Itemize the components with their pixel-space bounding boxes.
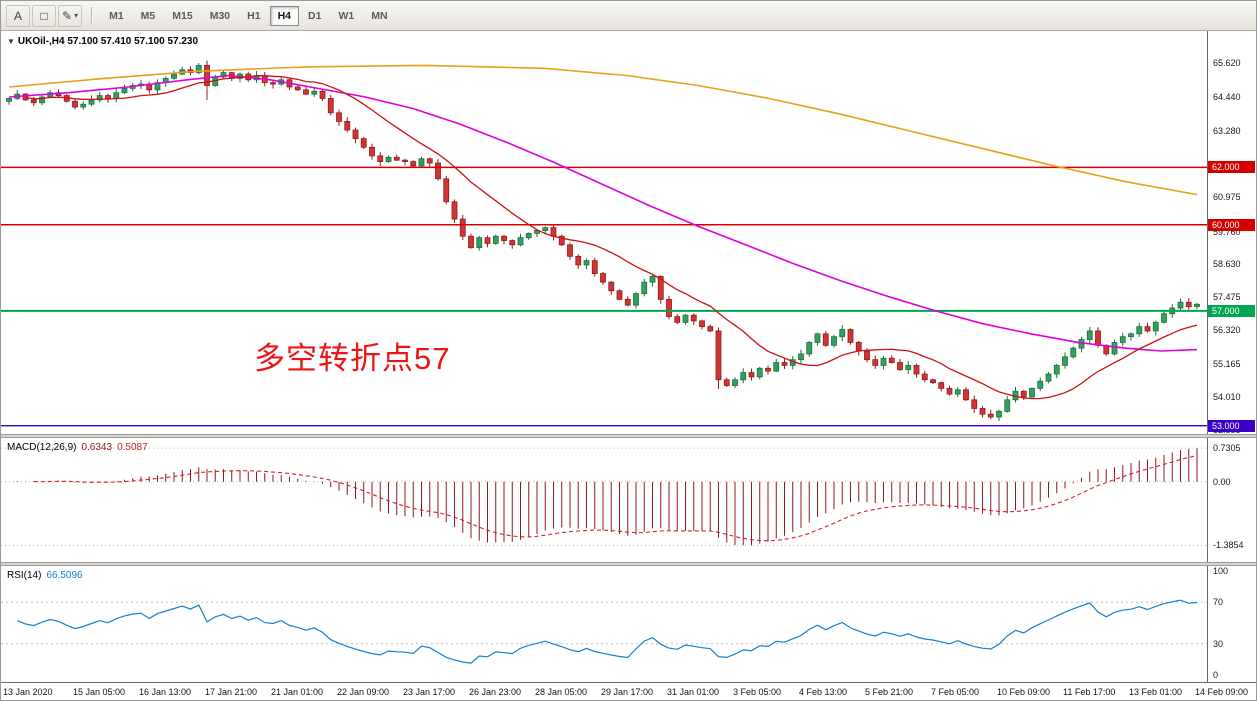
panel-splitter[interactable] [1, 562, 1256, 566]
timeframe-button-m15[interactable]: M15 [164, 6, 200, 26]
toolbar-separator [91, 6, 93, 25]
timeframe-button-mn[interactable]: MN [363, 6, 395, 26]
price-line-label: 60.000 [1208, 218, 1255, 231]
timeframe-button-h1[interactable]: H1 [239, 6, 268, 26]
timeframe-button-d1[interactable]: D1 [300, 6, 329, 26]
timeframe-button-h4[interactable]: H4 [269, 5, 300, 26]
axis-label: 57.475 [1213, 292, 1241, 303]
rsi-value: 66.5096 [46, 570, 83, 581]
macd-main-value: 0.6343 [81, 442, 113, 453]
price-line-label: 53.000 [1208, 419, 1255, 432]
time-axis-label: 3 Feb 05:00 [733, 687, 782, 697]
axis-label: 63.280 [1213, 125, 1241, 136]
time-axis[interactable]: 13 Jan 2020 15 Jan 05:00 16 Jan 13:00 17 Ja… [1, 682, 1256, 700]
horizontal-lines [1, 166, 1207, 427]
toolbar: A □ ✎ ▾ M1 M5 M15 M30 H1 H4 D1 W1 MN [1, 1, 1256, 31]
timeframe-button-m5[interactable]: M5 [133, 6, 164, 26]
dropdown-arrow-icon: ▾ [74, 11, 79, 20]
time-axis-label: 22 Jan 09:00 [337, 687, 390, 697]
chart-title-text: UKOil-,H4 57.100 57.410 57.100 57.230 [17, 36, 199, 47]
axis-label: 0.7305 [1213, 443, 1241, 454]
rsi-label: RSI(14) 66.5096 [7, 570, 88, 581]
panel-splitter[interactable] [1, 434, 1256, 438]
candles [6, 60, 1200, 421]
time-axis-label: 21 Jan 01:00 [271, 687, 324, 697]
axis-label: 65.620 [1213, 58, 1241, 69]
axis-label: 30 [1213, 638, 1224, 649]
time-axis-label: 7 Feb 05:00 [931, 687, 980, 697]
rsi-name: RSI(14) [7, 570, 42, 581]
price-line-label: 57.000 [1208, 304, 1255, 317]
chart-annotation[interactable]: 多空转折点57 [254, 341, 451, 376]
axis-label: 0.00 [1213, 476, 1231, 487]
timeframe-button-group: M1 M5 M15 M30 H1 H4 D1 W1 MN [101, 5, 395, 26]
axis-label: 56.320 [1213, 325, 1241, 336]
drawing-tools-button[interactable]: ✎ ▾ [58, 4, 83, 27]
time-axis-label: 31 Jan 01:00 [667, 687, 720, 697]
collapse-icon[interactable]: ▼ [7, 37, 15, 46]
axis-label: 54.010 [1213, 391, 1241, 402]
axis-label: 100 [1213, 566, 1229, 576]
axis-label: 60.975 [1213, 191, 1241, 202]
time-axis-label: 16 Jan 13:00 [139, 687, 192, 697]
macd-axis[interactable]: 0.7305 0.00 -1.3854 [1207, 438, 1256, 562]
time-axis-label: 26 Jan 23:00 [469, 687, 522, 697]
time-axis-label: 28 Jan 05:00 [535, 687, 588, 697]
axis-label: 70 [1213, 597, 1224, 608]
time-axis-label: 17 Jan 21:00 [205, 687, 258, 697]
price-chart-panel: 65.620 64.440 63.280 60.975 59.760 58.630 57.4… [1, 31, 1256, 435]
timeframe-button-w1[interactable]: W1 [330, 6, 362, 26]
time-axis-label: 10 Feb 09:00 [997, 687, 1051, 697]
text-tool-icon: A [13, 8, 22, 23]
time-axis-label: 23 Jan 17:00 [403, 687, 456, 697]
select-tool-icon: □ [40, 8, 48, 23]
time-axis-label: 11 Feb 17:00 [1063, 687, 1116, 697]
macd-label: MACD(12,26,9) 0.6343 0.5087 [7, 442, 153, 453]
axis-label: 64.440 [1213, 92, 1241, 103]
select-tool-button[interactable]: □ [32, 4, 56, 27]
rsi-panel: 100 70 30 0 RSI(14) 66.5096 [1, 566, 1256, 682]
macd-histogram [16, 448, 1198, 546]
time-axis-label: 13 Jan 2020 [3, 687, 53, 697]
macd-panel: 0.7305 0.00 -1.3854 MACD(12,26,9) 0.6343 0.5… [1, 438, 1256, 562]
timeframe-button-m1[interactable]: M1 [101, 6, 132, 26]
pencil-icon: ✎ [62, 8, 73, 23]
time-axis-label: 5 Feb 21:00 [865, 687, 914, 697]
chart-title: ▼ UKOil-,H4 57.100 57.410 57.100 57.230 [7, 36, 198, 47]
rsi-chart[interactable] [1, 566, 1207, 682]
macd-name: MACD(12,26,9) [7, 442, 77, 453]
price-axis[interactable]: 65.620 64.440 63.280 60.975 59.760 58.630 57.4… [1207, 31, 1256, 435]
macd-chart[interactable] [1, 438, 1207, 562]
axis-label: 55.165 [1213, 358, 1241, 369]
text-tool-button[interactable]: A [6, 4, 30, 27]
axis-label: 59.760 [1213, 226, 1241, 237]
candlestick-chart[interactable] [1, 31, 1207, 434]
time-axis-label: 29 Jan 17:00 [601, 687, 654, 697]
price-line-label: 62.000 [1208, 161, 1255, 174]
time-axis-label: 15 Jan 05:00 [73, 687, 126, 697]
time-axis-label: 14 Feb 09:00 [1195, 687, 1249, 697]
timeframe-button-m30[interactable]: M30 [202, 6, 238, 26]
time-axis-label: 13 Feb 01:00 [1129, 687, 1183, 697]
axis-label: 58.630 [1213, 259, 1241, 270]
rsi-axis[interactable]: 100 70 30 0 [1207, 566, 1256, 682]
axis-label: 0 [1213, 670, 1219, 680]
time-axis-label: 4 Feb 13:00 [799, 687, 848, 697]
axis-label: -1.3854 [1213, 540, 1244, 551]
macd-signal-value: 0.5087 [117, 442, 148, 453]
